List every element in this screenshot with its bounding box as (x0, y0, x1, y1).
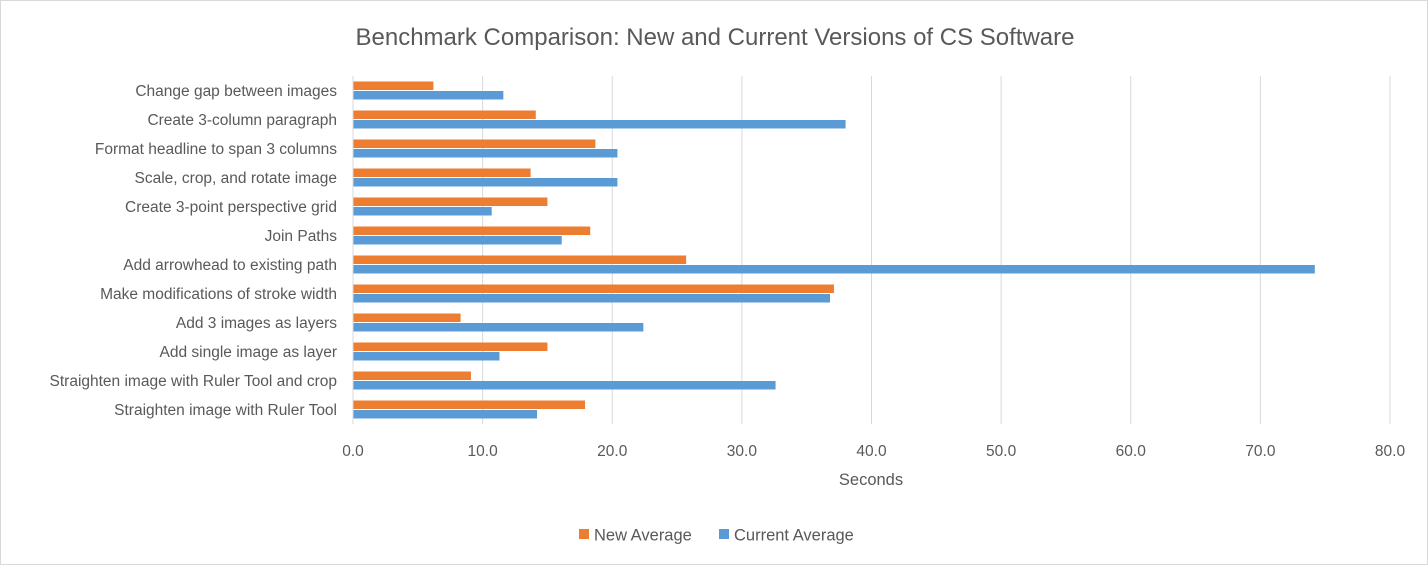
x-tick-label: 20.0 (597, 443, 628, 460)
category-label: Create 3-point perspective grid (125, 199, 337, 216)
chart-title: Benchmark Comparison: New and Current Ve… (356, 24, 1075, 51)
x-tick-label: 50.0 (986, 443, 1017, 460)
category-labels: Change gap between images Create 3-column… (50, 83, 338, 419)
legend: New Average Current Average (579, 527, 854, 545)
legend-swatch (579, 529, 589, 539)
bar-current-average (353, 120, 846, 129)
x-axis-title: Seconds (839, 471, 903, 489)
category-label: Scale, crop, and rotate image (135, 170, 337, 187)
bar-new-average (353, 110, 536, 119)
bar-new-average (353, 371, 471, 380)
bar-new-average (353, 342, 548, 351)
bar-new-average (353, 139, 596, 148)
category-label: Straighten image with Ruler Tool and cro… (50, 373, 337, 390)
category-label: Add single image as layer (160, 344, 338, 361)
bar-new-average (353, 168, 531, 177)
bar-current-average (353, 265, 1315, 274)
x-tick-label: 80.0 (1375, 443, 1406, 460)
legend-swatch (719, 529, 729, 539)
bar-current-average (353, 149, 618, 158)
bar-current-average (353, 178, 618, 187)
category-label: Make modifications of stroke width (100, 286, 337, 303)
category-label: Add 3 images as layers (176, 315, 337, 332)
category-label: Add arrowhead to existing path (123, 257, 337, 274)
bar-current-average (353, 207, 492, 216)
x-tick-label: 30.0 (727, 443, 758, 460)
x-tick-label: 10.0 (468, 443, 499, 460)
bar-current-average (353, 91, 504, 100)
bar-current-average (353, 352, 500, 361)
bar-new-average (353, 226, 591, 235)
x-tick-label: 70.0 (1245, 443, 1276, 460)
x-tick-label: 40.0 (856, 443, 887, 460)
legend-label: Current Average (734, 527, 854, 545)
category-label: Format headline to span 3 columns (95, 141, 337, 158)
category-label: Join Paths (265, 228, 338, 245)
bar-new-average (353, 81, 434, 90)
x-tick-labels: 0.0 10.0 20.0 30.0 40.0 50.0 60.0 70.0 80.0 (342, 443, 1405, 460)
bar-current-average (353, 410, 538, 419)
bar-new-average (353, 313, 461, 322)
bar-new-average (353, 400, 586, 409)
bar-new-average (353, 255, 687, 264)
x-tick-label: 0.0 (342, 443, 364, 460)
legend-label: New Average (594, 527, 692, 545)
bars (353, 81, 1315, 419)
bar-current-average (353, 323, 644, 332)
gridlines (482, 76, 1391, 424)
bar-new-average (353, 284, 834, 293)
category-label: Straighten image with Ruler Tool (114, 402, 337, 419)
category-label: Create 3-column paragraph (147, 112, 337, 129)
bar-new-average (353, 197, 548, 206)
x-tick-label: 60.0 (1116, 443, 1147, 460)
bar-current-average (353, 236, 562, 245)
category-label: Change gap between images (135, 83, 337, 100)
bar-current-average (353, 294, 831, 303)
bar-current-average (353, 381, 776, 390)
